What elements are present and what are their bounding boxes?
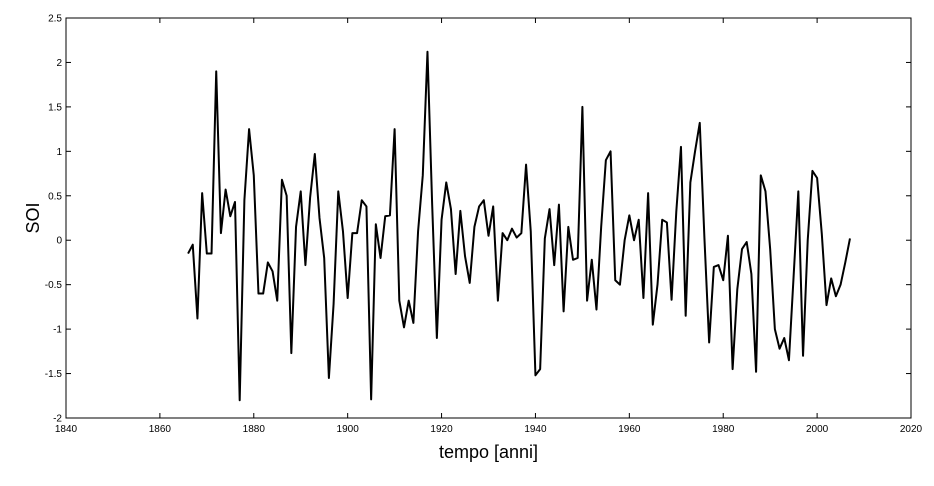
x-tick-label: 1940 [524,424,547,435]
x-tick-label: 1920 [430,424,453,435]
y-tick-label: -0.5 [45,280,63,291]
x-tick-label: 1980 [712,424,735,435]
y-tick-label: -1 [53,325,62,336]
y-tick-label: 1 [56,147,62,158]
x-tick-label: 1960 [618,424,641,435]
y-tick-label: 2 [56,58,62,69]
soi-series-line [187,50,851,402]
x-tick-label: 1860 [149,424,172,435]
x-tick-label: 1880 [243,424,266,435]
y-tick-label: -2 [53,414,62,425]
y-axis-ticks: -2 -1.5 -1 -0.5 0 0.5 1 1.5 2 2.5 [45,14,911,425]
plot-area-background [66,18,911,418]
y-tick-label: 0.5 [48,191,62,202]
x-tick-label: 2000 [806,424,829,435]
y-tick-label: 2.5 [48,14,62,25]
x-tick-label: 1900 [337,424,360,435]
y-tick-label: 1.5 [48,102,62,113]
y-axis-title: SOI [23,202,43,233]
y-tick-label: 0 [56,236,62,247]
x-tick-label: 2020 [900,424,923,435]
x-axis-title: tempo [anni] [439,442,538,462]
plot-area-frame [65,17,912,419]
y-tick-label: -1.5 [45,369,63,380]
x-tick-label: 1840 [55,424,78,435]
